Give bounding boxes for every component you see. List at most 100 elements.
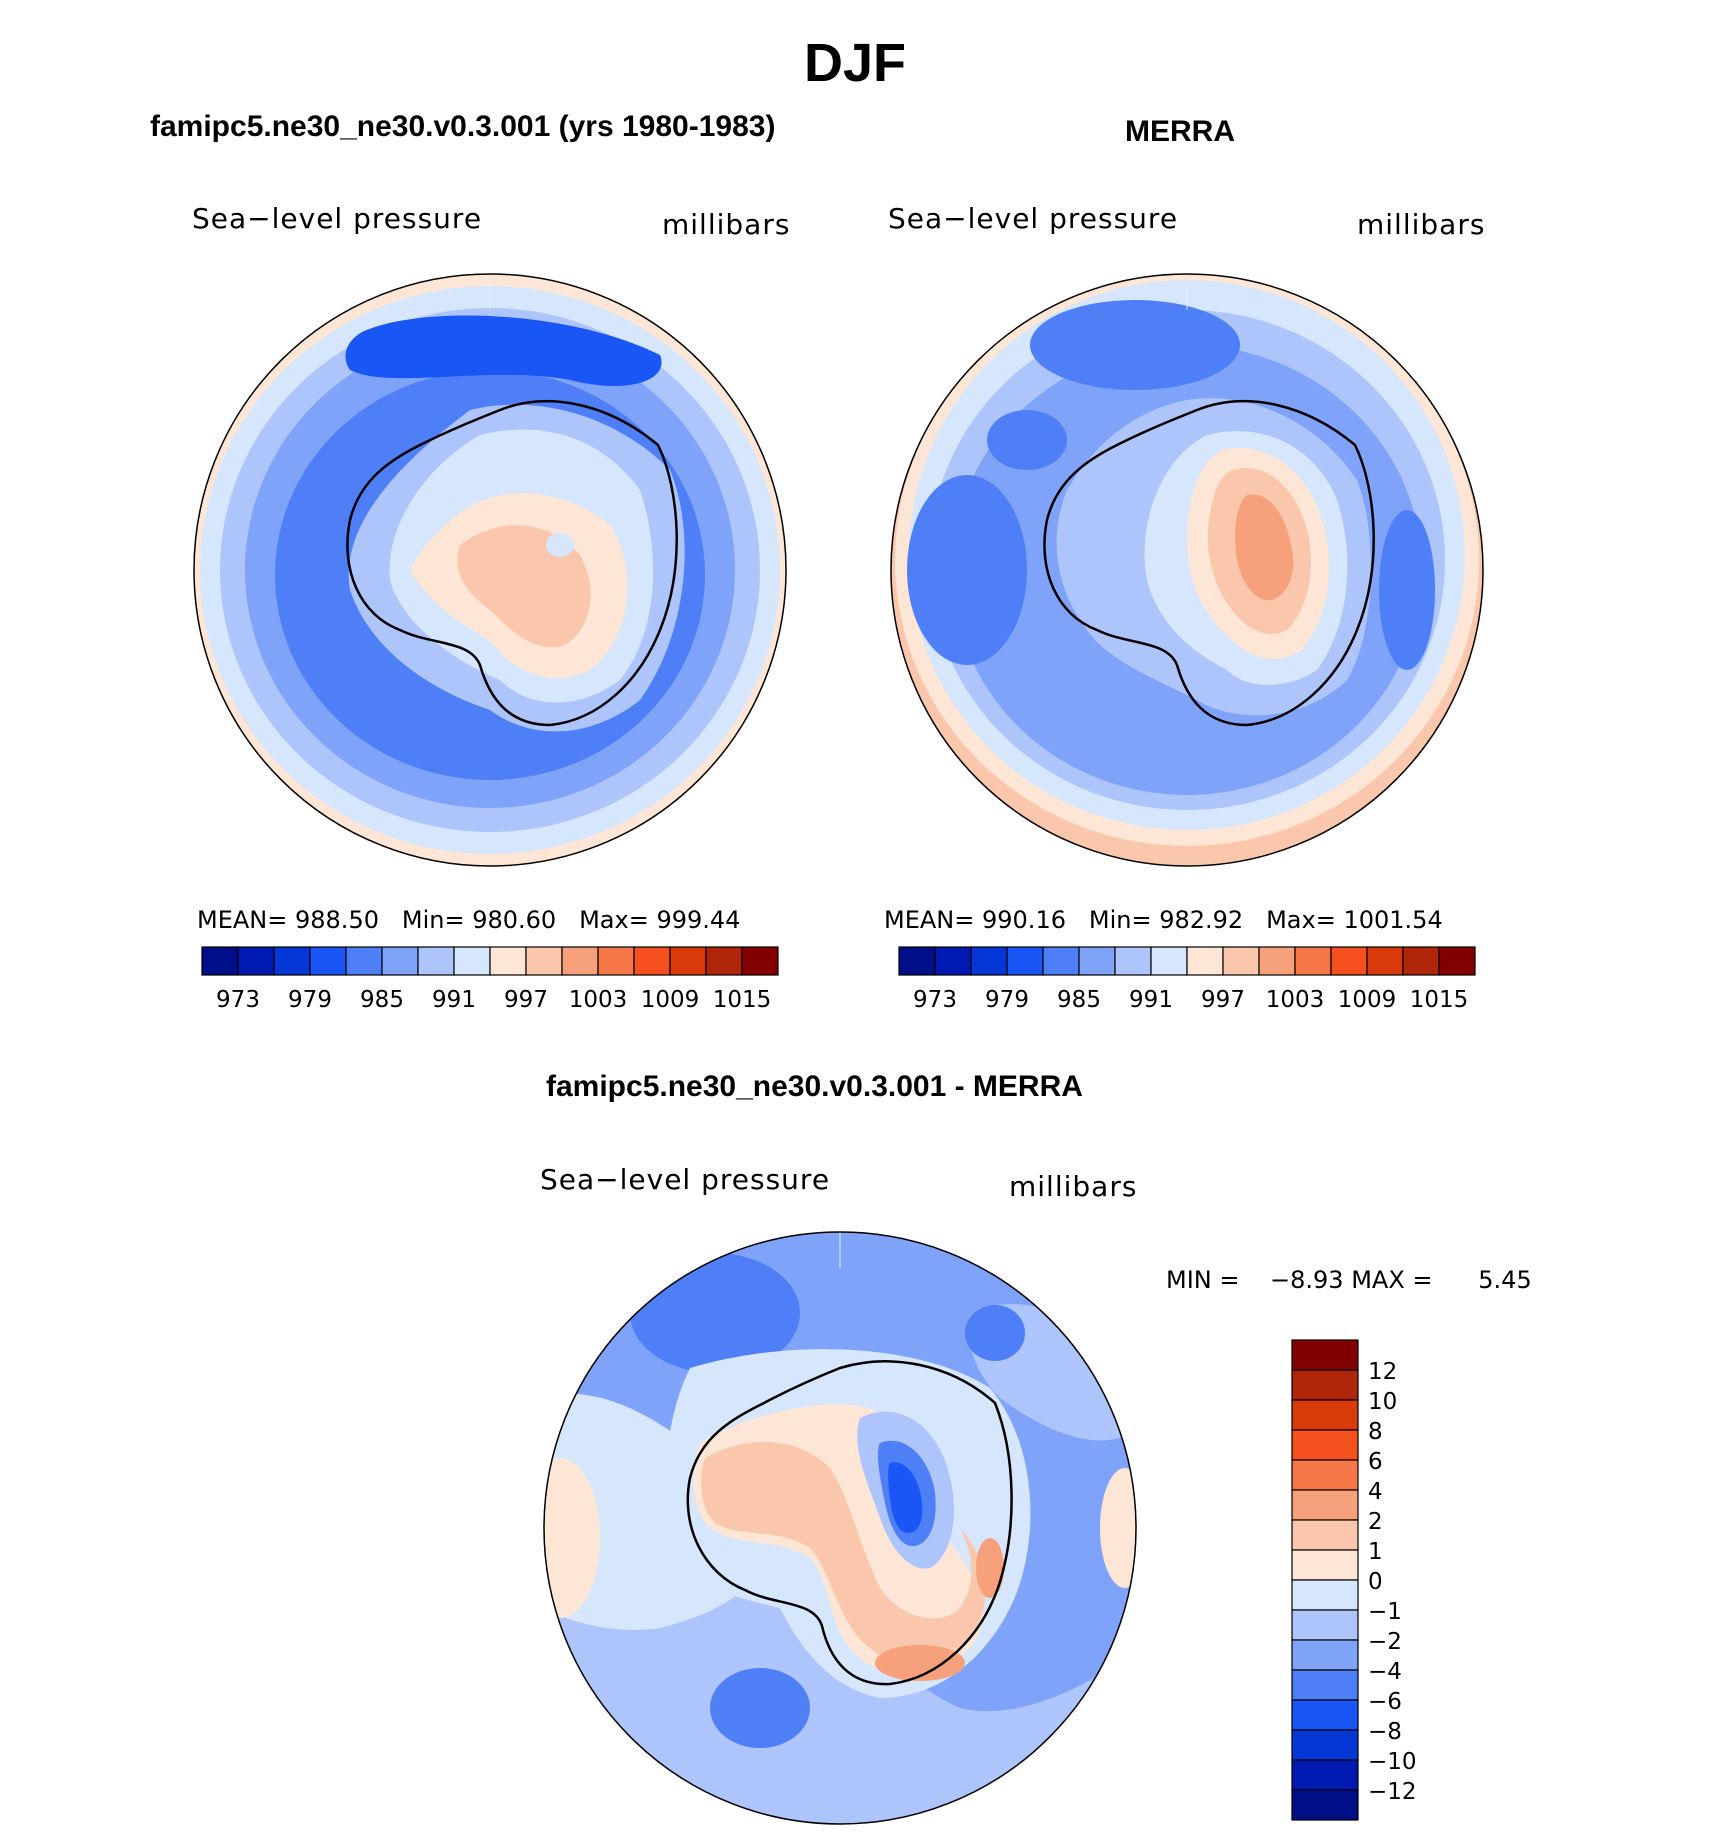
panel-1-variable-label: Sea−level pressure xyxy=(192,202,483,235)
panel-2-colorbar-swatch xyxy=(1402,946,1440,976)
panel-2-colorbar-swatch xyxy=(1294,946,1332,976)
panel-2-colorbar-tick-label: 1003 xyxy=(1266,987,1325,1013)
panel-2-colorbar-swatch xyxy=(1222,946,1260,976)
panel-2-min-label: Min= xyxy=(1088,906,1152,934)
panel-1-colorbar-swatch xyxy=(345,946,383,976)
panel-3-colorbar-tick-label: 2 xyxy=(1368,1509,1383,1535)
panel-3-map xyxy=(543,1231,1137,1825)
panel-3-contour-band xyxy=(1100,1468,1136,1588)
panel-3-colorbar-tick-label: 10 xyxy=(1368,1389,1397,1415)
panel-2-colorbar-swatch xyxy=(970,946,1008,976)
panel-2-colorbar-tick-label: 997 xyxy=(1201,987,1245,1013)
panel-3-colorbar-tick-label: 4 xyxy=(1368,1479,1383,1505)
panel-1-min-label: Min= xyxy=(401,906,465,934)
panel-1-colorbar-tick-label: 997 xyxy=(504,987,548,1013)
panel-2-colorbar-swatch xyxy=(1438,946,1476,976)
panel-1-colorbar-tick-label: 1003 xyxy=(569,987,628,1013)
panel-3-max-value: 5.45 xyxy=(1478,1266,1532,1294)
panel-2-coastline xyxy=(1043,399,1375,727)
panel-3-colorbar-tick-label: −10 xyxy=(1368,1749,1417,1775)
panel-2-contour-band xyxy=(987,410,1067,470)
panel-3-colorbar-swatch xyxy=(1291,1789,1359,1821)
panel-3-min-label: MIN = xyxy=(1166,1266,1240,1294)
panel-2-contour-band xyxy=(1235,494,1294,601)
panel-3-title: famipc5.ne30_ne30.v0.3.001 - MERRA xyxy=(546,1070,1083,1103)
panel-1-title: famipc5.ne30_ne30.v0.3.001 (yrs 1980-198… xyxy=(150,110,776,143)
panel-2-colorbar-swatch xyxy=(1006,946,1044,976)
panel-2-colorbar-tick-label: 1009 xyxy=(1338,987,1397,1013)
panel-2-contour-band xyxy=(1030,300,1240,390)
panel-1-colorbar-tick-label: 973 xyxy=(216,987,260,1013)
panel-2-colorbar-tick-label: 1015 xyxy=(1410,987,1469,1013)
panel-1-coastline xyxy=(346,399,678,727)
panel-2-colorbar: 973 979 985 991 997 1003 1009 1015 xyxy=(898,946,1476,1013)
panel-3-colorbar-swatch xyxy=(1291,1429,1359,1461)
panel-3-coastline xyxy=(686,1360,1013,1686)
panel-3-colorbar-swatch xyxy=(1291,1549,1359,1581)
panel-3-map-border xyxy=(543,1231,1137,1825)
panel-1-colorbar-swatch xyxy=(489,946,527,976)
panel-3-max-label: MAX = xyxy=(1351,1266,1433,1294)
panel-3-colorbar-tick-label: 12 xyxy=(1368,1359,1397,1385)
panel-3-colorbar-tick-label: 0 xyxy=(1368,1569,1383,1595)
panel-3-colorbar-tick-label: 1 xyxy=(1368,1539,1383,1565)
panel-3-colorbar-tick-label: −2 xyxy=(1368,1629,1402,1655)
panel-1-colorbar-swatch xyxy=(309,946,347,976)
panel-1-min-value: 980.60 xyxy=(472,906,557,934)
panel-1-map-border xyxy=(193,273,787,867)
panel-3-contour-band xyxy=(875,1645,965,1681)
panel-2-colorbar-swatch xyxy=(1258,946,1296,976)
panel-1-colorbar-swatch xyxy=(561,946,599,976)
panel-1-units-label: millibars xyxy=(662,208,791,241)
panel-1-colorbar-swatch xyxy=(417,946,455,976)
panel-3-units-label: millibars xyxy=(1009,1170,1138,1203)
panel-2-colorbar-swatch xyxy=(1078,946,1116,976)
panel-1-colorbar-swatch xyxy=(273,946,311,976)
panel-3-contour-band xyxy=(965,1305,1025,1361)
panel-3-colorbar-swatch xyxy=(1291,1669,1359,1701)
panel-1-colorbar-tick-label: 1015 xyxy=(713,987,772,1013)
panel-2-units-label: millibars xyxy=(1357,208,1486,241)
panel-1-contour-band xyxy=(345,315,662,386)
panel-1-max-value: 999.44 xyxy=(656,906,741,934)
panel-2-colorbar-swatch xyxy=(1114,946,1152,976)
panel-3-colorbar-tick-label: −4 xyxy=(1368,1659,1402,1685)
panel-2-map-border xyxy=(890,273,1484,867)
panel-1-colorbar-tick-label: 991 xyxy=(432,987,476,1013)
panel-1-colorbar-swatch xyxy=(633,946,671,976)
panel-2-stats: MEAN= 990.16 Min= 982.92 Max= 1001.54 xyxy=(884,906,1443,934)
panel-3-colorbar-swatch xyxy=(1291,1369,1359,1401)
panel-2-map xyxy=(890,273,1484,867)
panel-2-max-value: 1001.54 xyxy=(1343,906,1443,934)
panel-1-colorbar-swatch xyxy=(453,946,491,976)
panel-2-colorbar-tick-label: 985 xyxy=(1057,987,1101,1013)
panel-1-colorbar-swatch xyxy=(201,946,239,976)
panel-1-stats: MEAN= 988.50 Min= 980.60 Max= 999.44 xyxy=(197,906,740,934)
panel-1-colorbar-tick-label: 979 xyxy=(288,987,332,1013)
panel-1-colorbar-swatch xyxy=(525,946,563,976)
panel-3-colorbar-swatch xyxy=(1291,1339,1359,1371)
panel-1-colorbar-swatch xyxy=(705,946,743,976)
panel-1-colorbar-swatch xyxy=(597,946,635,976)
panel-2-contour-band xyxy=(907,475,1027,665)
panel-1-contour-band xyxy=(546,533,574,557)
panel-3-colorbar-swatch xyxy=(1291,1489,1359,1521)
panel-2-min-value: 982.92 xyxy=(1159,906,1244,934)
panel-3-colorbar-swatch xyxy=(1291,1459,1359,1491)
panel-3-variable-label: Sea−level pressure xyxy=(540,1163,831,1196)
panel-2-colorbar-swatch xyxy=(1366,946,1404,976)
panel-1-colorbar-swatch xyxy=(741,946,779,976)
panel-2-colorbar-swatch xyxy=(1150,946,1188,976)
panel-2-variable-label: Sea−level pressure xyxy=(888,202,1179,235)
panel-3-colorbar-tick-label: −12 xyxy=(1368,1779,1417,1805)
panel-3-colorbar-tick-label: −6 xyxy=(1368,1689,1402,1715)
panel-3-colorbar-swatch xyxy=(1291,1609,1359,1641)
panel-3-contour-band xyxy=(701,1441,986,1662)
panel-3-min-value: −8.93 xyxy=(1270,1266,1344,1294)
panel-2-mean-label: MEAN= xyxy=(884,906,975,934)
panel-1-colorbar-swatch xyxy=(237,946,275,976)
panel-1-colorbar-tick-label: 985 xyxy=(360,987,404,1013)
panel-3-colorbar-swatch xyxy=(1291,1729,1359,1761)
panel-2-colorbar-tick-label: 991 xyxy=(1129,987,1173,1013)
